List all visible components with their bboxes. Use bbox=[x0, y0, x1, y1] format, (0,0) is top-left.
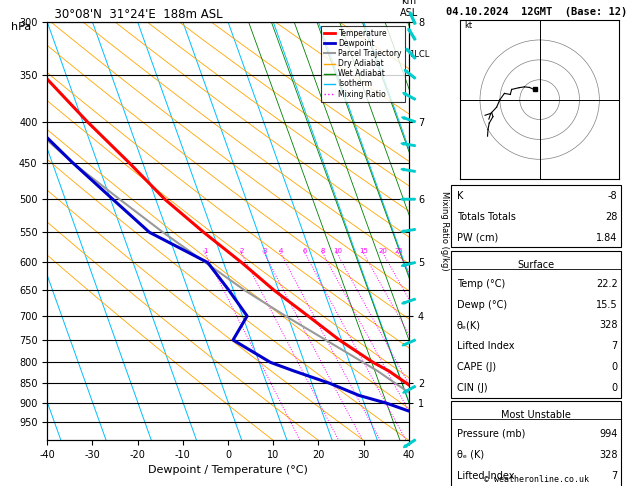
Text: Pressure (mb): Pressure (mb) bbox=[457, 429, 525, 439]
Text: 10: 10 bbox=[333, 248, 342, 254]
Text: 4: 4 bbox=[279, 248, 283, 254]
Text: © weatheronline.co.uk: © weatheronline.co.uk bbox=[484, 474, 589, 484]
Text: hPa: hPa bbox=[11, 22, 31, 32]
Text: K: K bbox=[457, 191, 463, 201]
Text: PW (cm): PW (cm) bbox=[457, 233, 498, 243]
Text: 3: 3 bbox=[262, 248, 267, 254]
Text: CIN (J): CIN (J) bbox=[457, 383, 487, 393]
X-axis label: Dewpoint / Temperature (°C): Dewpoint / Temperature (°C) bbox=[148, 465, 308, 475]
Text: 1LCL: 1LCL bbox=[409, 50, 430, 59]
Text: 1.84: 1.84 bbox=[596, 233, 618, 243]
Text: 7: 7 bbox=[611, 470, 618, 481]
Legend: Temperature, Dewpoint, Parcel Trajectory, Dry Adiabat, Wet Adiabat, Isotherm, Mi: Temperature, Dewpoint, Parcel Trajectory… bbox=[321, 26, 405, 102]
Text: 1: 1 bbox=[203, 248, 208, 254]
Text: 15.5: 15.5 bbox=[596, 299, 618, 310]
Text: 7: 7 bbox=[611, 341, 618, 351]
Text: Dewp (°C): Dewp (°C) bbox=[457, 299, 507, 310]
Text: Surface: Surface bbox=[518, 260, 555, 270]
Text: θₑ(K): θₑ(K) bbox=[457, 320, 481, 330]
Text: -8: -8 bbox=[608, 191, 618, 201]
Text: 2: 2 bbox=[240, 248, 244, 254]
Text: 04.10.2024  12GMT  (Base: 12): 04.10.2024 12GMT (Base: 12) bbox=[445, 7, 627, 17]
Text: Temp (°C): Temp (°C) bbox=[457, 278, 505, 289]
Text: 28: 28 bbox=[605, 212, 618, 222]
FancyBboxPatch shape bbox=[452, 401, 621, 486]
Text: kt: kt bbox=[464, 21, 472, 30]
Y-axis label: Mixing Ratio (g/kg): Mixing Ratio (g/kg) bbox=[440, 191, 449, 271]
Text: 22.2: 22.2 bbox=[596, 278, 618, 289]
Text: 15: 15 bbox=[359, 248, 368, 254]
Text: θₑ (K): θₑ (K) bbox=[457, 450, 484, 460]
Text: 0: 0 bbox=[611, 362, 618, 372]
Text: 8: 8 bbox=[321, 248, 325, 254]
FancyBboxPatch shape bbox=[452, 185, 621, 247]
Text: 20: 20 bbox=[379, 248, 387, 254]
Text: km
ASL: km ASL bbox=[399, 0, 418, 17]
Text: 0: 0 bbox=[611, 383, 618, 393]
Text: 994: 994 bbox=[599, 429, 618, 439]
Text: Most Unstable: Most Unstable bbox=[501, 410, 571, 420]
Text: 6: 6 bbox=[303, 248, 308, 254]
Text: Lifted Index: Lifted Index bbox=[457, 470, 514, 481]
Text: Lifted Index: Lifted Index bbox=[457, 341, 514, 351]
Text: 328: 328 bbox=[599, 450, 618, 460]
FancyBboxPatch shape bbox=[452, 251, 621, 398]
Text: Totals Totals: Totals Totals bbox=[457, 212, 516, 222]
Text: 30°08'N  31°24'E  188m ASL: 30°08'N 31°24'E 188m ASL bbox=[47, 8, 223, 21]
Text: 328: 328 bbox=[599, 320, 618, 330]
Text: CAPE (J): CAPE (J) bbox=[457, 362, 496, 372]
Text: 25: 25 bbox=[394, 248, 403, 254]
